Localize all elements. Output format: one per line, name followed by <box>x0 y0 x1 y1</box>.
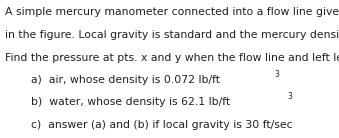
Text: c)  answer (a) and (b) if local gravity is 30 ft/sec: c) answer (a) and (b) if local gravity i… <box>31 120 292 130</box>
Text: 3: 3 <box>274 70 279 79</box>
Text: A simple mercury manometer connected into a flow line gives reading as shown: A simple mercury manometer connected int… <box>5 7 339 17</box>
Text: in the figure. Local gravity is standard and the mercury density is 0.488 lb/in: in the figure. Local gravity is standard… <box>5 30 339 40</box>
Text: a)  air, whose density is 0.072 lb/ft: a) air, whose density is 0.072 lb/ft <box>31 75 220 84</box>
Text: 3: 3 <box>287 92 292 101</box>
Text: b)  water, whose density is 62.1 lb/ft: b) water, whose density is 62.1 lb/ft <box>31 97 230 107</box>
Text: Find the pressure at pts. x and y when the flow line and left leg contain:: Find the pressure at pts. x and y when t… <box>5 53 339 63</box>
